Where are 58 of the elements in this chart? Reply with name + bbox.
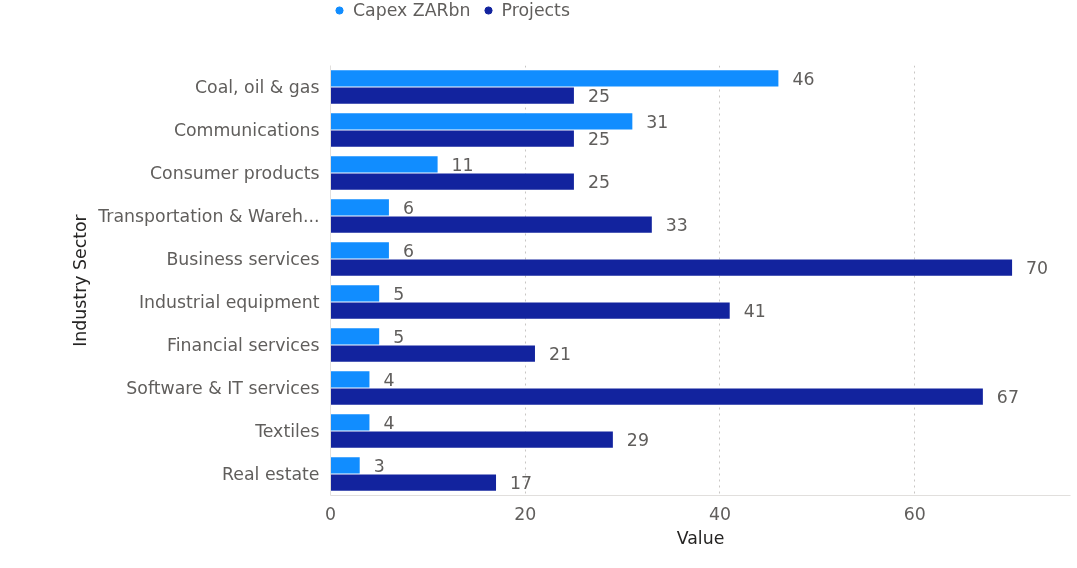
bar xyxy=(330,328,380,345)
bar xyxy=(330,285,380,302)
data-label: 5 xyxy=(393,326,405,347)
bar xyxy=(330,216,652,233)
bar xyxy=(330,414,370,431)
x-tick-label: 40 xyxy=(708,503,732,524)
y-tick-label: Communications xyxy=(173,120,320,140)
bar xyxy=(330,388,983,405)
bar xyxy=(330,457,360,474)
y-tick-label: Real estate xyxy=(222,464,320,484)
bar xyxy=(330,345,535,362)
bar xyxy=(330,70,779,87)
bar xyxy=(330,371,370,388)
data-label: 11 xyxy=(451,154,474,175)
y-axis-title: Industry Sector xyxy=(70,213,91,347)
data-label: 4 xyxy=(383,412,395,433)
x-tick-label: 20 xyxy=(514,503,537,524)
bar xyxy=(330,113,633,130)
bar xyxy=(330,474,497,491)
data-label: 29 xyxy=(626,430,649,451)
y-tick-label: Industrial equipment xyxy=(138,292,320,312)
data-label: 6 xyxy=(402,240,414,261)
bar xyxy=(330,130,574,147)
bar xyxy=(330,199,389,216)
data-label: 33 xyxy=(665,215,688,236)
data-label: 31 xyxy=(646,111,669,132)
bar xyxy=(330,173,574,190)
y-tick-label: Software & IT services xyxy=(126,378,320,398)
y-tick-label: Business services xyxy=(166,249,320,269)
bar xyxy=(330,156,438,173)
y-tick-label: Coal, oil & gas xyxy=(194,77,320,97)
data-label: 25 xyxy=(587,129,610,150)
bar xyxy=(330,87,574,104)
x-tick-label: 60 xyxy=(903,503,926,524)
data-label: 6 xyxy=(402,197,414,218)
bar xyxy=(330,431,613,448)
x-tick-label: 0 xyxy=(324,503,337,524)
y-tick-label: Consumer products xyxy=(149,163,320,183)
bar xyxy=(330,259,1013,276)
y-tick-label: Transportation & Wareh... xyxy=(97,206,320,226)
bar xyxy=(330,302,730,319)
y-tick-label: Financial services xyxy=(167,335,320,355)
data-label: 21 xyxy=(548,344,572,365)
data-label: 70 xyxy=(1026,258,1049,279)
data-label: 67 xyxy=(996,387,1019,408)
data-label: 25 xyxy=(587,86,610,107)
bar xyxy=(330,242,389,259)
data-label: 17 xyxy=(510,473,533,494)
legend-label: Projects xyxy=(501,0,570,20)
y-tick-label: Textiles xyxy=(254,421,320,441)
legend-label: Capex ZARbn xyxy=(353,0,471,20)
data-label: 5 xyxy=(393,283,405,304)
x-axis-title: Value xyxy=(676,527,725,548)
data-label: 46 xyxy=(792,68,815,89)
data-label: 3 xyxy=(373,455,385,476)
data-label: 41 xyxy=(743,301,766,322)
data-label: 4 xyxy=(383,369,395,390)
data-label: 25 xyxy=(587,172,610,193)
